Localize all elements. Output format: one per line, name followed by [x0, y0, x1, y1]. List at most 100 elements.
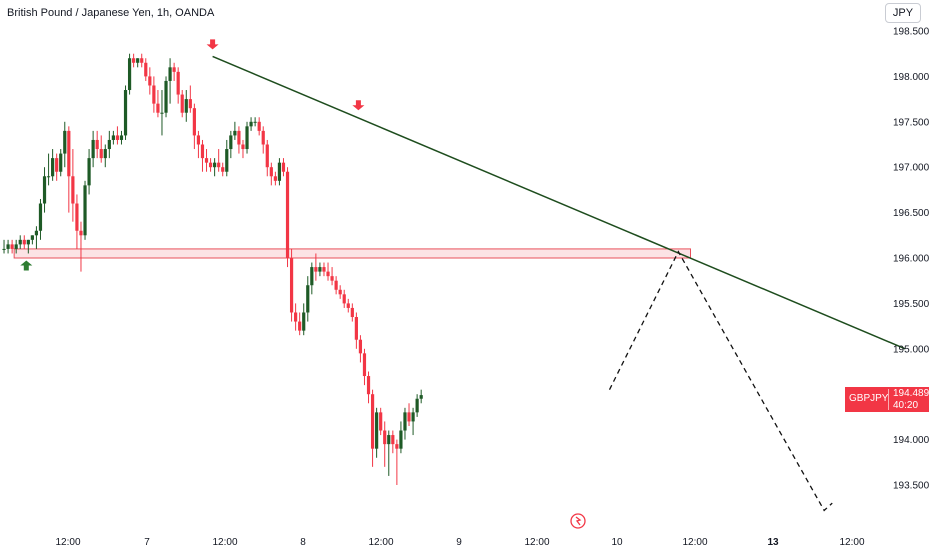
candle-body	[22, 239, 26, 245]
candle	[350, 303, 354, 322]
y-axis-tick-label: 197.500	[893, 117, 930, 128]
candle	[375, 407, 379, 458]
candle-body	[18, 239, 22, 245]
candle	[18, 235, 22, 249]
candle-body	[140, 58, 144, 63]
symbol-title: British Pound / Japanese Yen, 1h, OANDA	[7, 7, 215, 19]
candle-body	[71, 176, 75, 204]
candle	[415, 394, 419, 417]
x-axis-tick-label: 8	[300, 537, 306, 548]
candle-body	[269, 167, 273, 177]
price-tag-separator	[888, 389, 889, 410]
candle-body	[46, 176, 51, 178]
candle	[34, 226, 39, 249]
candle	[111, 130, 115, 145]
candle	[200, 139, 205, 172]
currency-button[interactable]: JPY	[885, 3, 921, 23]
candle-body	[342, 294, 346, 304]
candle-body	[6, 244, 10, 249]
candle-body	[318, 267, 322, 272]
candle-body	[350, 307, 354, 318]
y-axis-tick-label: 195.500	[893, 299, 930, 310]
candle-body	[26, 239, 30, 245]
last-price-tag: GBPJPY 194.489 40:20	[845, 387, 929, 412]
candle-body	[221, 167, 225, 172]
arrow-down-icon	[352, 100, 365, 111]
candle	[294, 303, 298, 331]
candle	[314, 253, 318, 281]
tradingview-logo-icon[interactable]	[570, 513, 586, 529]
candle	[322, 262, 326, 277]
candle-body	[237, 130, 241, 145]
candle-body	[152, 85, 156, 104]
candle	[160, 90, 164, 136]
candle-body	[2, 248, 6, 250]
candle-body	[415, 398, 419, 413]
candle	[281, 158, 286, 177]
candle	[148, 67, 152, 95]
candle-body	[160, 112, 164, 114]
candle-body	[188, 99, 192, 109]
candle	[387, 430, 391, 476]
candle	[318, 262, 322, 277]
candle	[208, 158, 213, 172]
candle-body	[403, 412, 407, 431]
candle	[6, 239, 10, 254]
projection-path[interactable]	[608, 250, 833, 512]
candle-body	[285, 171, 290, 258]
candle-body	[79, 230, 83, 236]
candle	[302, 303, 306, 336]
candle-body	[314, 267, 318, 272]
x-axis-tick-label: 7	[144, 537, 150, 548]
candle-body	[249, 121, 253, 127]
candle-body	[184, 99, 188, 113]
candle	[91, 130, 95, 168]
price-tag-countdown: 40:20	[893, 400, 919, 411]
candle	[10, 239, 14, 254]
candle	[103, 144, 107, 168]
candle-body	[168, 67, 172, 81]
candle	[342, 289, 346, 308]
candle	[67, 126, 71, 213]
candle-body	[265, 144, 269, 168]
candle	[273, 171, 277, 186]
candle-body	[75, 203, 79, 231]
trendline[interactable]	[212, 55, 906, 350]
candle	[132, 53, 136, 68]
candle	[63, 121, 67, 168]
candle	[233, 121, 237, 140]
y-axis-tick-label: 193.500	[893, 481, 930, 492]
candle	[140, 53, 144, 68]
candle	[127, 53, 132, 95]
candle	[14, 239, 18, 254]
candle	[229, 130, 233, 159]
candle-body	[144, 62, 148, 77]
x-axis-tick-label: 9	[456, 537, 462, 548]
support-zone-rect[interactable]	[13, 248, 691, 259]
candle-body	[229, 135, 233, 150]
candle-body	[217, 162, 221, 168]
candle	[217, 149, 221, 172]
candle	[221, 162, 225, 177]
candle-body	[366, 376, 371, 395]
candle	[395, 439, 399, 485]
candle	[237, 126, 241, 154]
candle-body	[42, 176, 47, 204]
candle	[253, 117, 257, 127]
candle	[338, 285, 342, 299]
candle-body	[14, 244, 18, 249]
candle-body	[338, 289, 342, 295]
candle	[285, 167, 290, 268]
candle-body	[196, 135, 201, 145]
candle-body	[55, 158, 59, 172]
candle	[204, 149, 209, 172]
candle-body	[164, 80, 168, 113]
candle	[42, 167, 47, 213]
candle-body	[419, 395, 423, 399]
candle	[196, 130, 201, 159]
candle	[55, 153, 59, 181]
candle-body	[354, 317, 358, 340]
candle-body	[253, 121, 257, 123]
x-axis-tick-label: 12:00	[55, 537, 80, 548]
